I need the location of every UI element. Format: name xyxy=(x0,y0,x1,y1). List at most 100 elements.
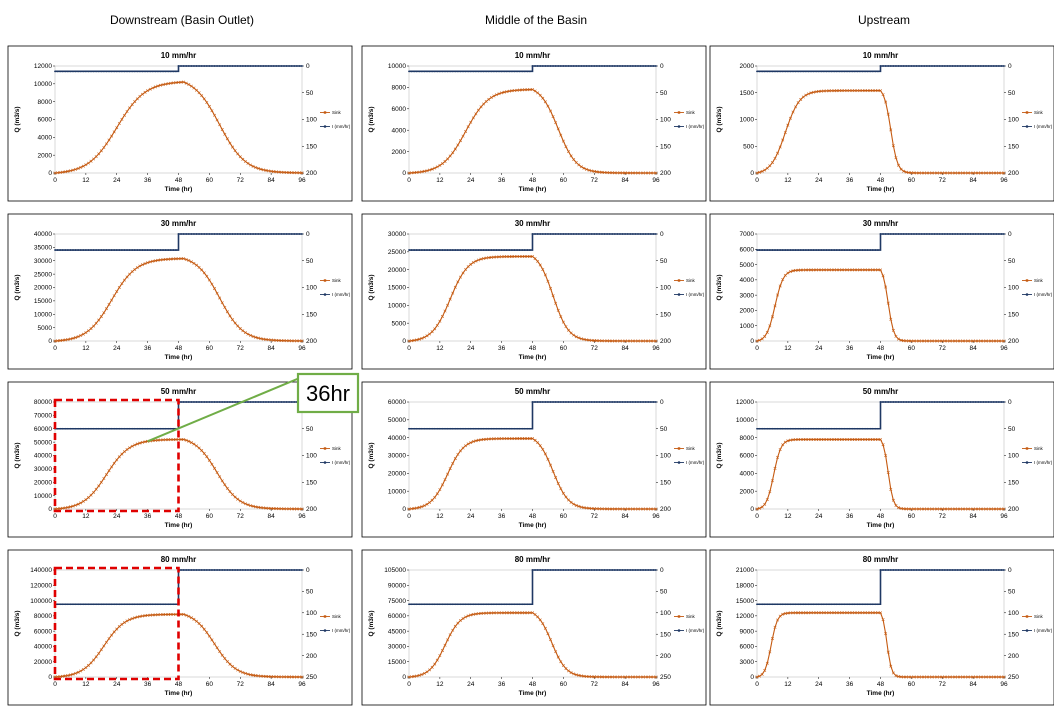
series-point-rain xyxy=(985,401,987,403)
series-point-rain xyxy=(841,249,843,251)
series-point-rain xyxy=(498,249,500,251)
series-point-rain xyxy=(172,427,175,430)
series-point-rain xyxy=(938,233,941,235)
series-point-rain xyxy=(123,427,126,430)
series-point-rain xyxy=(169,427,172,430)
series-point-rain xyxy=(603,401,606,403)
series-point-sink xyxy=(130,617,134,621)
series-point-rain xyxy=(987,401,990,403)
series-point-rain xyxy=(882,569,884,571)
series-point-sink xyxy=(755,339,759,343)
series-point-sink xyxy=(184,257,188,261)
series-point-rain xyxy=(585,233,588,235)
series-point-rain xyxy=(213,65,216,67)
x-axis-label: Time (hr) xyxy=(867,354,895,361)
series-point-sink xyxy=(600,170,604,174)
series-point-sink xyxy=(428,668,432,672)
series-point-rain xyxy=(774,249,776,251)
series-point-rain xyxy=(619,401,621,403)
series-point-rain xyxy=(128,70,131,73)
series-point-rain xyxy=(262,65,265,67)
series-point-sink xyxy=(835,89,839,93)
series-point-sink xyxy=(89,159,93,163)
y-tick-label: 6000 xyxy=(740,644,755,651)
y2-tick-label: 50 xyxy=(1008,90,1016,97)
y2-tick-label: 150 xyxy=(1008,143,1019,150)
x-tick-label: 12 xyxy=(436,177,444,184)
series-point-sink xyxy=(71,672,75,676)
series-point-rain xyxy=(167,70,170,73)
x-tick-label: 84 xyxy=(970,681,978,688)
series-markers-rain xyxy=(756,65,1005,73)
series-point-sink xyxy=(649,171,653,175)
series-point-sink xyxy=(128,446,132,450)
series-point-rain xyxy=(477,603,480,606)
y2-tick-label: 50 xyxy=(306,589,314,596)
series-point-rain xyxy=(833,70,836,73)
series-point-sink xyxy=(292,171,296,175)
series-point-sink xyxy=(259,337,263,341)
series-point-rain xyxy=(503,249,506,251)
series-point-sink xyxy=(848,268,852,272)
series-point-sink xyxy=(778,284,782,288)
series-point-sink xyxy=(138,94,142,98)
series-point-sink xyxy=(966,339,970,343)
series-point-sink xyxy=(763,168,767,172)
series-point-rain xyxy=(593,65,596,67)
series-point-rain xyxy=(449,603,452,606)
panel-title: 30 mm/hr xyxy=(515,219,551,228)
series-point-sink xyxy=(484,256,488,260)
series-point-rain xyxy=(526,603,529,606)
series-point-sink xyxy=(559,487,563,491)
series-point-rain xyxy=(500,427,503,430)
series-point-sink xyxy=(969,339,973,343)
series-point-rain xyxy=(139,70,141,73)
series-point-rain xyxy=(817,427,820,430)
series-point-sink xyxy=(987,171,991,175)
series-point-sink xyxy=(597,507,601,511)
series-point-sink xyxy=(646,171,650,175)
series-point-sink xyxy=(768,490,772,494)
y2-tick-label: 200 xyxy=(660,506,671,513)
y-tick-label: 70000 xyxy=(34,413,52,420)
x-tick-label: 72 xyxy=(237,177,245,184)
series-point-sink xyxy=(621,339,625,343)
series-point-rain xyxy=(157,70,159,73)
series-point-sink xyxy=(430,498,434,502)
series-point-sink xyxy=(760,337,764,341)
series-point-sink xyxy=(207,278,211,282)
series-point-rain xyxy=(915,569,918,571)
series-point-sink xyxy=(631,339,635,343)
series-markers-rain xyxy=(756,233,1005,251)
series-point-sink xyxy=(171,612,175,616)
series-point-rain xyxy=(895,65,897,67)
column-header-upstream: Upstream xyxy=(858,13,910,27)
series-point-rain xyxy=(298,65,301,67)
series-point-sink xyxy=(776,151,780,155)
series-point-rain xyxy=(234,401,237,403)
series-point-rain xyxy=(185,569,188,571)
series-point-sink xyxy=(997,171,1001,175)
series-point-rain xyxy=(613,401,616,403)
series-point-rain xyxy=(97,603,100,606)
series-point-sink xyxy=(943,675,947,679)
series-point-rain xyxy=(959,569,962,571)
series-point-rain xyxy=(995,233,998,235)
series-point-rain xyxy=(467,427,470,430)
series-point-rain xyxy=(408,427,410,430)
series-point-rain xyxy=(451,70,454,73)
series-point-rain xyxy=(290,233,293,235)
series-point-rain xyxy=(771,427,774,430)
series-point-rain xyxy=(871,427,874,430)
series-point-rain xyxy=(108,249,110,251)
series-point-sink xyxy=(569,154,573,158)
series-point-sink xyxy=(618,675,622,679)
series-point-sink xyxy=(971,339,975,343)
series-point-sink xyxy=(210,109,214,113)
series-point-rain xyxy=(879,401,882,403)
y-axis-label: Q (m3/s) xyxy=(716,274,723,300)
series-point-rain xyxy=(54,249,56,251)
series-point-sink xyxy=(842,89,846,93)
series-point-sink xyxy=(904,675,908,679)
series-point-sink xyxy=(788,438,792,442)
